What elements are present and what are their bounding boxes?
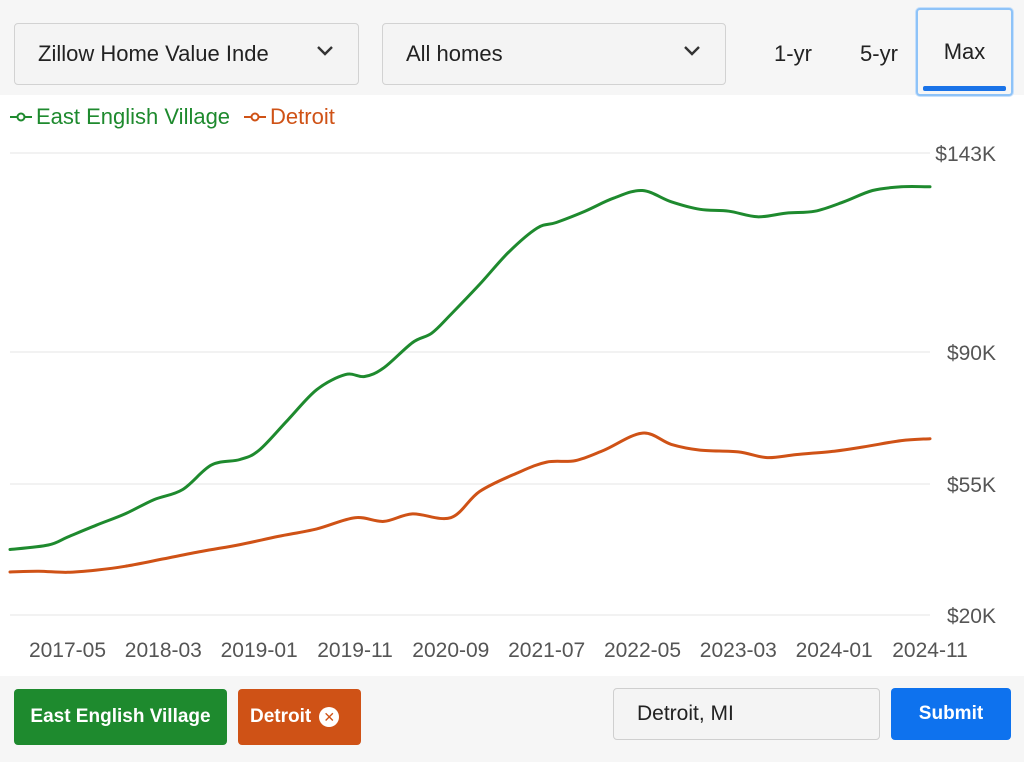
- x-tick-label: 2024-11: [892, 639, 968, 662]
- x-tick-label: 2019-11: [317, 639, 393, 662]
- y-tick-label: $55K: [947, 474, 996, 497]
- x-tick-label: 2017-05: [29, 639, 106, 662]
- series-line-east-english-village: [8, 185, 932, 551]
- legend-item-detroit[interactable]: Detroit: [244, 104, 335, 130]
- x-tick-label: 2023-03: [700, 639, 777, 662]
- chevron-down-icon: [684, 46, 700, 56]
- region-chip-detroit[interactable]: Detroit ✕: [238, 689, 361, 745]
- line-marker-icon: [244, 112, 267, 122]
- home-type-dropdown[interactable]: All homes: [382, 23, 726, 85]
- range-label: 5-yr: [860, 41, 898, 66]
- region-chip-east-english-village[interactable]: East English Village: [14, 689, 227, 745]
- active-range-indicator: [923, 86, 1006, 91]
- region-search-input[interactable]: [613, 688, 880, 740]
- range-label: 1-yr: [774, 41, 812, 66]
- home-value-line-chart: $20K $55K $90K $143K 2017-05 2018-03 2019-01 20…: [8, 143, 996, 662]
- submit-button[interactable]: Submit: [891, 688, 1011, 740]
- legend-label: Detroit: [270, 104, 335, 129]
- remove-icon[interactable]: ✕: [319, 707, 340, 727]
- home-type-dropdown-value: All homes: [406, 41, 503, 66]
- chip-label: East English Village: [30, 706, 211, 727]
- y-tick-label: $143K: [935, 143, 996, 166]
- x-tick-label: 2021-07: [508, 639, 585, 662]
- range-button-max[interactable]: Max: [916, 8, 1013, 96]
- legend-label: East English Village: [36, 104, 231, 129]
- x-tick-label: 2018-03: [125, 639, 202, 662]
- metric-dropdown-value: Zillow Home Value Inde: [38, 41, 269, 66]
- line-marker-icon: [10, 112, 32, 122]
- x-tick-label: 2022-05: [604, 639, 681, 662]
- y-tick-label: $90K: [947, 342, 996, 365]
- x-tick-label: 2019-01: [221, 639, 298, 662]
- metric-dropdown[interactable]: Zillow Home Value Inde: [14, 23, 359, 85]
- range-button-5yr[interactable]: 5-yr: [842, 23, 916, 85]
- chevron-down-icon: [317, 46, 333, 56]
- series-line-detroit: [8, 431, 932, 574]
- range-button-1yr[interactable]: 1-yr: [756, 23, 830, 85]
- chip-label: Detroit: [250, 706, 312, 727]
- range-label: Max: [943, 39, 986, 64]
- chart-legend: East English Village Detroit: [10, 104, 335, 130]
- x-tick-label: 2024-01: [796, 639, 873, 662]
- y-tick-label: $20K: [947, 605, 996, 628]
- x-tick-label: 2020-09: [412, 639, 489, 662]
- legend-item-east-english-village[interactable]: East English Village: [10, 104, 230, 130]
